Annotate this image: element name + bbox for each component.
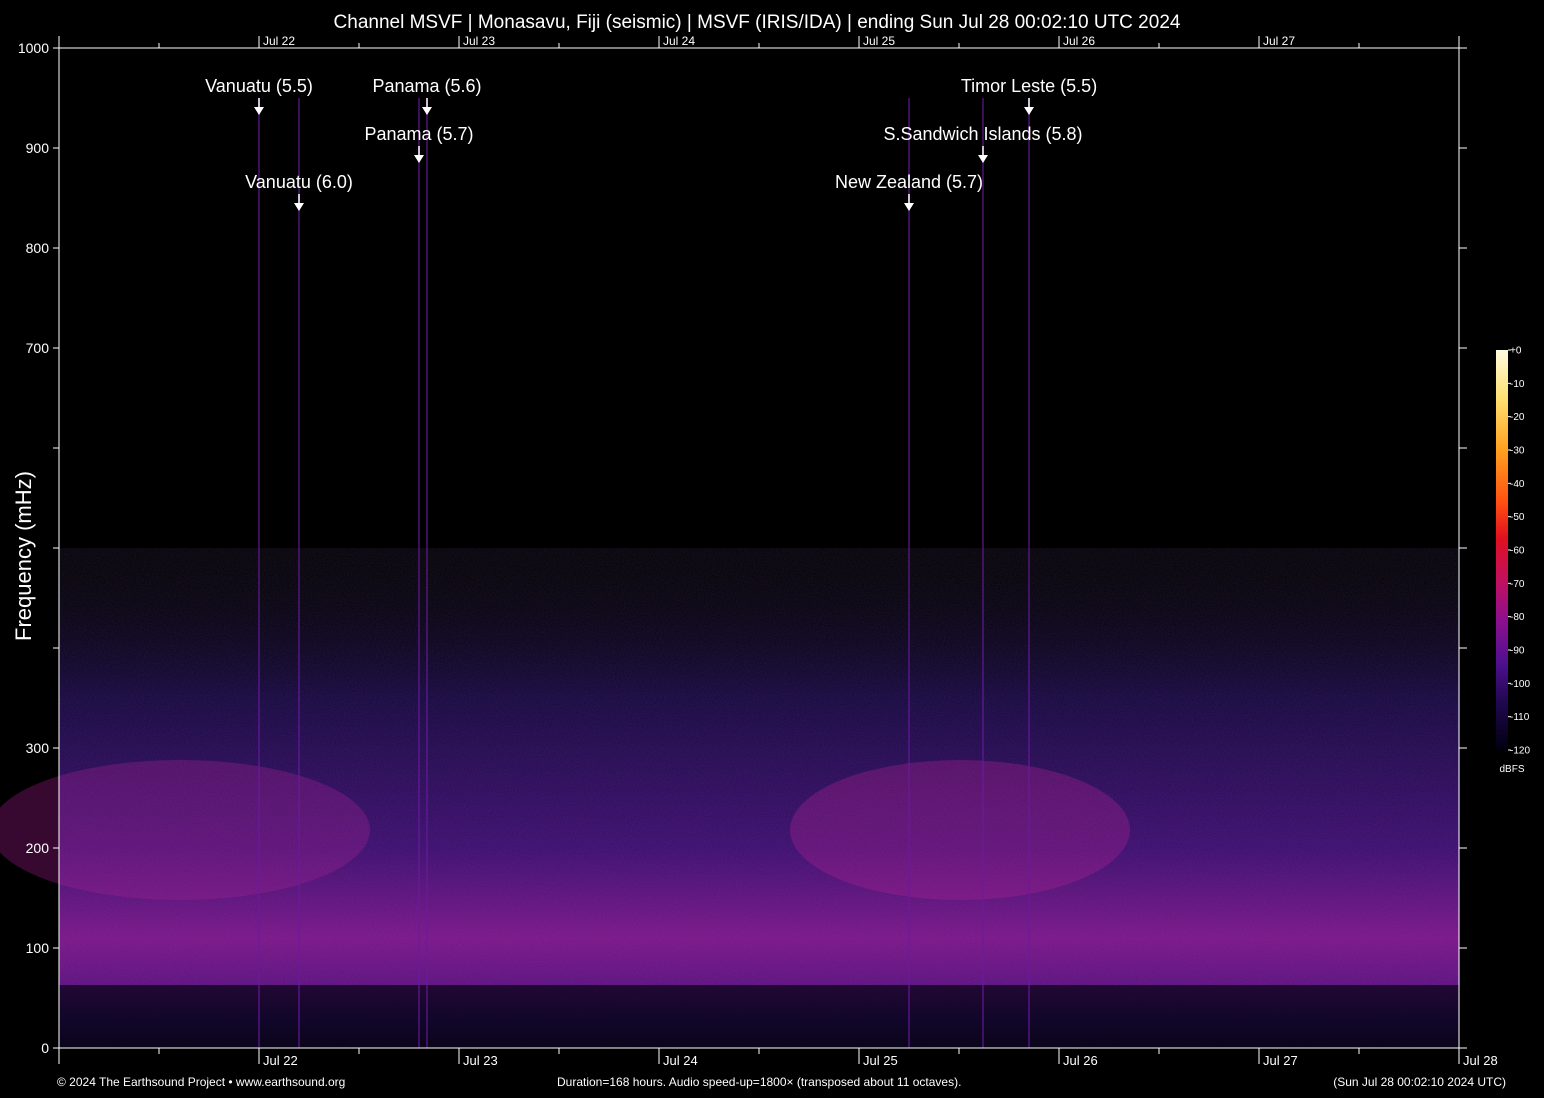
x-tick-label: Jul 25: [863, 1053, 898, 1068]
x-tick-label: Jul 26: [1063, 1053, 1098, 1068]
colorbar-unit: dBFS: [1499, 764, 1524, 775]
y-tick-label: 1000: [18, 40, 49, 56]
low-frequency-dark-band: [59, 985, 1459, 1048]
colorbar-tick-label: -30: [1510, 446, 1525, 457]
colorbar-gradient: [1496, 350, 1508, 750]
event-arrow-head: [1024, 107, 1034, 115]
colorbar-tick-label: -90: [1510, 646, 1525, 657]
event-streaks: [258, 98, 1030, 1048]
y-tick-label: 300: [26, 740, 50, 756]
event-label: Vanuatu (5.5): [205, 76, 313, 96]
x-tick-label: Jul 22: [263, 1053, 298, 1068]
noise-texture: [59, 548, 1459, 1048]
x-tick-label-top: Jul 22: [263, 34, 295, 48]
x-tick-label: Jul 23: [463, 1053, 498, 1068]
event-arrow-head: [254, 107, 264, 115]
event-label: Panama (5.6): [372, 76, 481, 96]
footer-timestamp: (Sun Jul 28 00:02:10 2024 UTC): [1333, 1075, 1506, 1089]
colorbar-tick-label: -50: [1510, 512, 1525, 523]
x-tick-label: Jul 24: [663, 1053, 698, 1068]
y-tick-label: 900: [26, 140, 50, 156]
colorbar-tick-label: -70: [1510, 579, 1525, 590]
event-arrow-head: [904, 203, 914, 211]
chart-title: Channel MSVF | Monasavu, Fiji (seismic) …: [334, 12, 1181, 33]
event-arrow-head: [294, 203, 304, 211]
colorbar-tick-label: +0: [1510, 346, 1522, 357]
colorbar-tick-label: -60: [1510, 546, 1525, 557]
y-tick-label: 200: [26, 840, 50, 856]
event-label: Vanuatu (6.0): [245, 172, 353, 192]
colorbar-tick-label: -80: [1510, 612, 1525, 623]
event-arrow-head: [414, 155, 424, 163]
event-annotations: Vanuatu (5.5) Panama (5.6) Timor Leste (5.…: [205, 76, 1097, 211]
event-arrow-head: [422, 107, 432, 115]
y-tick-label: 0: [41, 1040, 49, 1056]
y-axis-label: Frequency (mHz): [11, 471, 36, 641]
colorbar-tick-label: -10: [1510, 379, 1525, 390]
x-tick-label-top: Jul 24: [663, 34, 695, 48]
spectrogram-plot-area: [0, 48, 1459, 1048]
x-tick-label-top: Jul 25: [863, 34, 895, 48]
x-tick-label-top: Jul 26: [1063, 34, 1095, 48]
axes: 0 100 200 300 700 800 900 1000 Jul 22 Jul 22 Jul 2…: [18, 34, 1498, 1068]
colorbar: +0 -10 -20 -30 -40 -50 -60 -70 -80 -90 -100 -110 -12…: [1496, 346, 1530, 775]
event-label: S.Sandwich Islands (5.8): [883, 124, 1082, 144]
colorbar-tick-label: -40: [1510, 479, 1525, 490]
event-label: Panama (5.7): [364, 124, 473, 144]
event-label: Timor Leste (5.5): [961, 76, 1097, 96]
footer-copyright: © 2024 The Earthsound Project • www.eart…: [57, 1075, 346, 1089]
y-tick-label: 100: [26, 940, 50, 956]
y-tick-label: 800: [26, 240, 50, 256]
x-tick-label: Jul 28: [1463, 1053, 1498, 1068]
colorbar-tick-label: -20: [1510, 412, 1525, 423]
footer-duration: Duration=168 hours. Audio speed-up=1800×…: [557, 1075, 962, 1089]
colorbar-tick-label: -110: [1510, 712, 1530, 723]
colorbar-tick-label: -100: [1510, 679, 1530, 690]
event-label: New Zealand (5.7): [835, 172, 983, 192]
colorbar-tick-label: -120: [1510, 746, 1530, 757]
x-tick-label-top: Jul 27: [1263, 34, 1295, 48]
x-tick-label-top: Jul 23: [463, 34, 495, 48]
y-tick-label: 700: [26, 340, 50, 356]
event-arrow-head: [978, 155, 988, 163]
x-tick-label: Jul 27: [1263, 1053, 1298, 1068]
